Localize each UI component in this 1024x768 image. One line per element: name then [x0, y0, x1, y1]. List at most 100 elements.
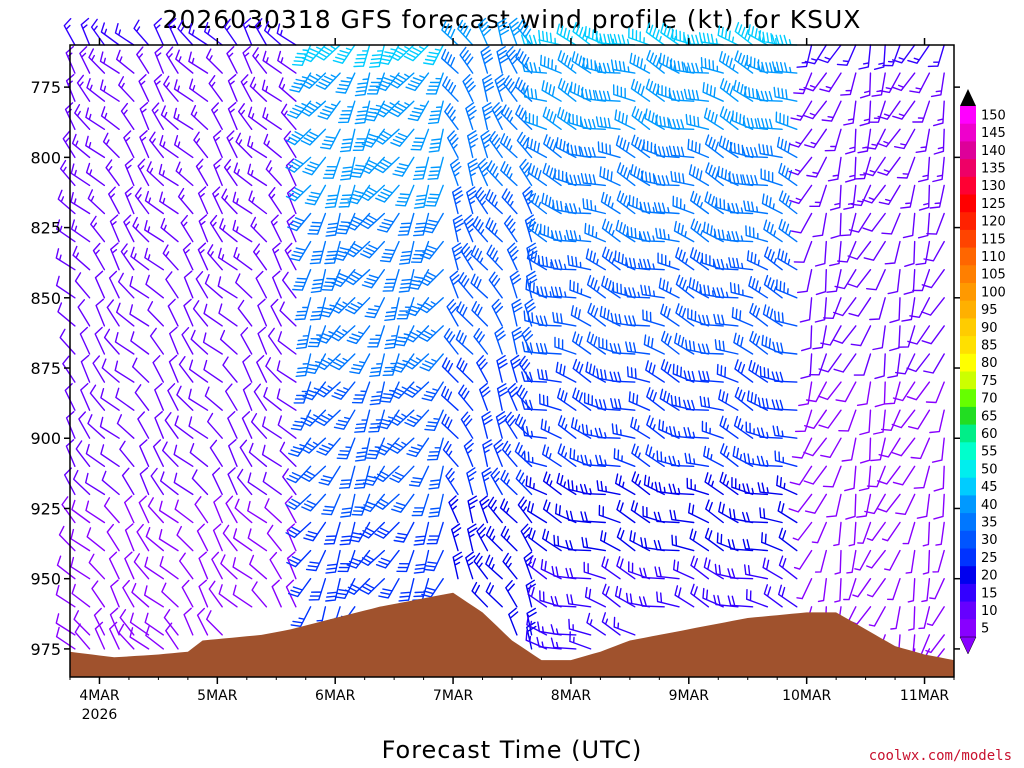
wind-barb [465, 551, 476, 580]
wind-barb [361, 269, 385, 289]
wind-barb [601, 246, 621, 271]
wind-barb [152, 355, 164, 383]
wind-barb [221, 188, 238, 215]
wind-barb [555, 361, 577, 383]
wind-barb [763, 584, 783, 608]
wind-barb [361, 128, 385, 148]
wind-barb [923, 353, 945, 374]
colorbar-label: 150 [981, 108, 1006, 123]
wind-barb [56, 555, 76, 580]
wind-barb [515, 469, 533, 496]
wind-barb [907, 325, 931, 345]
wind-barb [734, 387, 754, 411]
wind-barb [490, 467, 503, 496]
wind-barb [493, 439, 504, 467]
wind-barb [255, 270, 268, 299]
wind-barb [668, 455, 695, 467]
wind-barb [491, 298, 504, 327]
wind-barb [444, 103, 459, 130]
wind-barb [557, 78, 577, 102]
wind-barb [225, 383, 238, 411]
wind-barb [247, 106, 268, 130]
wind-barb [279, 301, 297, 327]
wind-barb [668, 145, 695, 159]
wind-barb [613, 84, 636, 102]
y-tick-label: 825 [30, 219, 61, 238]
wind-barb [656, 591, 680, 608]
wind-barb [790, 100, 813, 121]
wind-barb [70, 219, 91, 243]
wind-barb [379, 240, 400, 263]
wind-barb [412, 578, 430, 601]
wind-barb [539, 393, 562, 411]
wind-barb [392, 156, 415, 177]
wind-barb [105, 159, 120, 187]
wind-barb [58, 525, 76, 552]
wind-barb [927, 44, 945, 68]
wind-barb [909, 297, 931, 318]
wind-barb [213, 495, 223, 524]
wind-barb [582, 57, 606, 74]
wind-barb [538, 29, 562, 46]
wind-barb [263, 387, 282, 411]
wind-barb [654, 566, 680, 580]
wind-barb [933, 493, 945, 520]
wind-barb [423, 549, 444, 572]
wind-barb [746, 250, 769, 271]
wind-barb [572, 21, 592, 46]
wind-barb [609, 33, 636, 46]
wind-barb [542, 444, 562, 467]
wind-barb [566, 593, 592, 608]
wind-barb [264, 498, 282, 524]
wind-barb [601, 612, 621, 636]
wind-barb [625, 341, 651, 355]
wind-barb [646, 387, 665, 411]
wind-barb [881, 521, 901, 542]
wind-barb [324, 184, 341, 209]
wind-barb [73, 610, 91, 636]
wind-barb [403, 381, 430, 398]
wind-barb [477, 17, 492, 46]
wind-barb [540, 559, 562, 580]
wind-barb [519, 158, 533, 187]
wind-barb [668, 118, 695, 130]
wind-barb [912, 100, 931, 123]
colorbar-label: 40 [981, 498, 998, 513]
y-tick-label: 900 [30, 429, 61, 448]
wind-barb [333, 409, 356, 430]
wind-barb [56, 219, 76, 243]
wind-barb [302, 156, 327, 176]
wind-barb [514, 442, 533, 467]
wind-barb [793, 72, 813, 95]
wind-barb [222, 524, 238, 552]
wind-barb [393, 521, 415, 543]
wind-barb [144, 190, 164, 215]
wind-barb [594, 427, 621, 439]
wind-barb [212, 130, 223, 159]
wind-barb [684, 452, 710, 467]
wind-barb [162, 441, 179, 467]
wind-barb [132, 216, 150, 243]
wind-barb [452, 551, 463, 580]
wind-barb [858, 44, 872, 70]
wind-barb [859, 72, 872, 99]
wind-barb [94, 326, 106, 355]
wind-barb [95, 298, 106, 327]
wind-barb [485, 554, 503, 580]
wind-barb [374, 521, 400, 539]
wind-barb [305, 549, 327, 572]
wind-barb [403, 353, 430, 370]
wind-barb [830, 212, 842, 239]
wind-barb [932, 156, 945, 183]
wind-barb [728, 257, 754, 271]
wind-barb [922, 521, 931, 547]
wind-barb [843, 578, 857, 601]
wind-barb [441, 357, 459, 383]
wind-barb [874, 353, 886, 380]
wind-barb [248, 190, 268, 215]
wind-barb [859, 437, 872, 464]
wind-barb [145, 527, 164, 552]
wind-barb [777, 501, 798, 524]
wind-barb [889, 297, 901, 324]
wind-barb [232, 557, 253, 580]
